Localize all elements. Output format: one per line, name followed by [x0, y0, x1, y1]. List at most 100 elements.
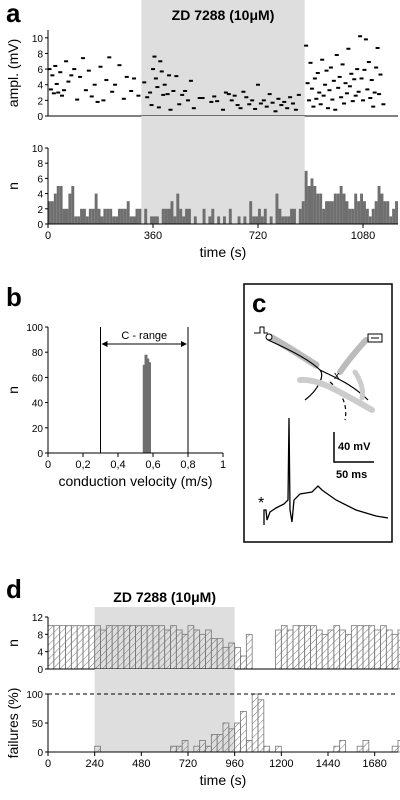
amplitude-point — [340, 63, 345, 66]
count-bar — [243, 216, 247, 224]
count-bar — [310, 625, 317, 670]
x-axis-label: time (s) — [200, 244, 247, 260]
amplitude-point — [238, 107, 243, 110]
amplitude-point — [153, 77, 158, 80]
amplitude-point — [307, 99, 312, 102]
amplitude-point — [377, 93, 382, 96]
count-bar — [284, 216, 288, 224]
amplitude-point — [261, 99, 266, 102]
failure-bar — [216, 734, 224, 753]
count-bar — [245, 633, 253, 670]
drug-label: ZD 7288 (10μM) — [113, 589, 216, 605]
count-bar — [216, 638, 224, 670]
y-tick-label: 40 — [32, 399, 44, 410]
amplitude-point — [308, 61, 313, 64]
count-bar — [74, 216, 78, 224]
count-bar — [176, 193, 180, 224]
count-bar — [328, 201, 331, 224]
count-bar — [345, 201, 349, 224]
failure-bar — [175, 745, 183, 753]
amplitude-point — [318, 103, 323, 106]
count-bar — [158, 625, 166, 670]
amplitude-point — [174, 75, 179, 78]
count-bar — [223, 216, 226, 224]
amplitude-point — [279, 104, 284, 107]
amplitude-point — [86, 69, 91, 72]
chart-a-count: 0 2 4 6 8 10 0 360 720 1080 n time (s) — [5, 116, 398, 260]
y-tick-label: 6 — [37, 65, 43, 76]
count-bar — [126, 201, 130, 224]
voltage-trace — [263, 417, 389, 525]
count-bar — [290, 208, 293, 224]
amplitude-point — [142, 81, 147, 84]
scale-voltage-label: 40 mV — [338, 441, 371, 453]
count-bar — [360, 193, 363, 224]
count-bar — [210, 638, 218, 670]
amplitude-point — [366, 61, 371, 64]
count-bar — [315, 629, 323, 670]
amplitude-point — [346, 47, 351, 50]
x-tick-label: 360 — [144, 230, 162, 242]
count-bar — [380, 625, 387, 670]
count-bar — [304, 625, 311, 670]
amplitude-point — [148, 91, 153, 94]
count-bar — [286, 629, 294, 670]
count-bar — [94, 625, 101, 670]
count-bar — [152, 625, 160, 670]
count-bar — [193, 216, 197, 224]
count-bar — [106, 208, 110, 224]
count-bar — [83, 208, 86, 224]
amplitude-point — [324, 69, 329, 72]
amplitude-point — [232, 94, 237, 97]
failure-bar — [205, 745, 212, 753]
count-bar — [357, 201, 361, 224]
amplitude-point — [315, 72, 320, 74]
failure-bar — [391, 745, 399, 753]
y-tick-label: 10 — [32, 144, 44, 155]
failure-bar — [251, 693, 259, 753]
amplitude-point — [81, 57, 85, 60]
amplitude-point — [250, 99, 255, 102]
amplitude-point — [347, 85, 352, 88]
count-bar — [65, 625, 72, 670]
amplitude-point — [381, 103, 386, 106]
count-bar — [144, 208, 148, 224]
velocity-bar — [148, 362, 151, 453]
count-bar — [333, 193, 337, 224]
stimulating-electrode — [266, 333, 320, 369]
amplitude-point — [253, 107, 258, 110]
count-bar — [53, 193, 57, 224]
amplitude-point — [369, 79, 374, 82]
x-tick-label: 0,4 — [110, 459, 125, 471]
velocity-bar — [146, 358, 150, 453]
x-tick-label: 960 — [225, 758, 243, 770]
amplitude-point — [152, 55, 157, 58]
count-bar — [202, 208, 206, 224]
amplitude-point — [273, 110, 278, 113]
count-bar — [275, 629, 282, 670]
amplitude-point — [221, 108, 225, 111]
amplitude-point — [165, 93, 170, 96]
amplitude-point — [371, 105, 376, 108]
count-bar — [298, 208, 302, 224]
amplitude-point — [200, 97, 205, 100]
count-bar — [301, 201, 305, 224]
amplitude-point — [145, 96, 150, 99]
amplitude-point — [258, 102, 263, 105]
amplitude-point — [188, 79, 193, 82]
count-bar — [281, 216, 285, 224]
count-bar — [211, 208, 215, 224]
count-bar — [263, 208, 267, 224]
amplitude-point — [270, 101, 275, 104]
count-bar — [258, 208, 261, 224]
count-bar — [327, 629, 335, 670]
count-bar — [129, 216, 133, 224]
amplitude-point — [78, 75, 83, 78]
count-bar — [321, 633, 329, 670]
amplitude-point — [177, 103, 182, 106]
amplitude-point — [241, 90, 246, 93]
count-bar — [222, 646, 230, 670]
count-bar — [217, 216, 221, 224]
count-bar — [348, 208, 352, 224]
count-bar — [117, 625, 125, 670]
